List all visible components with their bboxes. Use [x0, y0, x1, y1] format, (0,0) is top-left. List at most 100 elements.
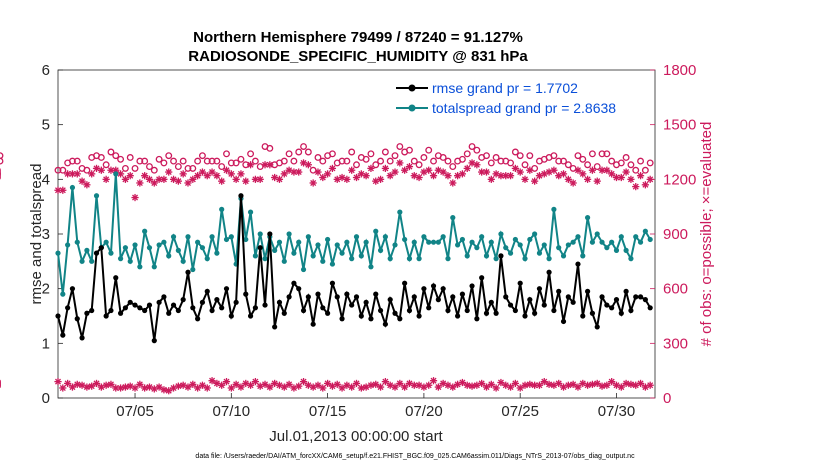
- totalspread-point: [618, 234, 624, 240]
- obs-possible-marker: [198, 152, 206, 160]
- obs-evaluated-stroke: [136, 381, 143, 388]
- rmse-point: [315, 291, 321, 297]
- obs-evaluated-marker: [531, 177, 539, 185]
- totalspread-point: [363, 239, 369, 245]
- rmse-point: [243, 291, 249, 297]
- obs-evaluated-stroke: [469, 383, 476, 390]
- obs-possible-marker: [526, 152, 534, 160]
- obs-evaluated-marker: [54, 378, 62, 386]
- rmse-point: [113, 275, 119, 281]
- rmse-point: [252, 305, 258, 311]
- totalspread-point: [373, 228, 379, 234]
- obs-evaluated-marker: [102, 175, 110, 183]
- obs-evaluated-stroke: [589, 381, 596, 388]
- obs-evaluated-marker: [478, 168, 486, 176]
- rmse-point: [262, 302, 268, 308]
- totalspread-point: [368, 264, 374, 270]
- obs-evaluated-stroke: [483, 169, 490, 176]
- obs-possible-marker: [237, 155, 245, 163]
- obs-evaluated-marker: [526, 166, 534, 174]
- obs-possible-marker: [574, 152, 582, 160]
- obs-evaluated-stroke: [382, 165, 389, 172]
- obs-possible-marker: [218, 163, 226, 171]
- obs-evaluated-stroke: [276, 382, 283, 389]
- totalspread-point: [344, 239, 350, 245]
- obs-possible-marker: [622, 154, 630, 161]
- obs-evaluated-marker: [439, 168, 447, 176]
- obs-evaluated-marker: [338, 384, 346, 392]
- obs-possible-marker: [251, 157, 259, 165]
- totalspread-point: [556, 245, 562, 251]
- obs-evaluated-marker: [121, 383, 130, 391]
- rmse-point: [633, 294, 639, 300]
- obs-evaluated-stroke: [54, 187, 62, 194]
- obs-evaluated-stroke: [64, 380, 71, 387]
- obs-evaluated-marker: [261, 380, 269, 388]
- rmse-point: [214, 297, 220, 303]
- rmse-point: [532, 310, 538, 316]
- totalspread-point: [286, 231, 292, 237]
- obs-evaluated-marker: [569, 380, 577, 388]
- obs-evaluated-stroke: [209, 169, 216, 176]
- x-tick-label: 07/30: [598, 403, 636, 420]
- obs-evaluated-marker: [367, 381, 375, 389]
- obs-evaluated-marker: [136, 380, 144, 388]
- obs-evaluated-marker: [468, 382, 476, 390]
- obs-possible-marker: [641, 166, 649, 174]
- rmse-point: [493, 310, 499, 316]
- obs-evaluated-marker: [116, 170, 125, 178]
- rmse-point: [479, 275, 485, 281]
- obs-evaluated-marker: [309, 179, 317, 187]
- totalspread-point: [276, 239, 283, 245]
- obs-evaluated-marker: [237, 383, 245, 391]
- obs-possible-marker: [564, 161, 572, 169]
- rmse-point: [541, 302, 547, 308]
- obs-evaluated-stroke: [613, 382, 620, 389]
- obs-evaluated-stroke: [88, 170, 95, 177]
- obs-evaluated-stroke: [531, 178, 538, 185]
- rmse-point: [637, 294, 644, 300]
- obs-evaluated-stroke: [406, 380, 413, 387]
- obs-evaluated-stroke: [574, 167, 581, 174]
- rmse-point: [455, 313, 461, 319]
- obs-evaluated-stroke: [637, 172, 644, 179]
- rmse-point: [488, 299, 494, 305]
- footnote: data file: /Users/raeder/DAI/ATM_forcXX/…: [195, 453, 635, 460]
- obs-evaluated-marker: [627, 175, 635, 183]
- obs-possible-marker: [0, 152, 4, 160]
- obs-evaluated-marker: [617, 173, 625, 182]
- obs-possible-marker: [348, 148, 356, 156]
- obs-evaluated-stroke: [122, 384, 129, 391]
- obs-evaluated-marker: [242, 177, 250, 185]
- obs-evaluated-marker: [295, 382, 303, 390]
- obs-evaluated-marker: [449, 179, 457, 187]
- rmse-point: [445, 307, 451, 314]
- obs-possible-marker: [83, 166, 91, 174]
- obs-evaluated-marker: [73, 170, 81, 178]
- rmse-point: [377, 307, 384, 314]
- obs-evaluated-stroke: [425, 382, 432, 389]
- obs-evaluated-stroke: [54, 378, 62, 385]
- obs-evaluated-stroke: [464, 382, 471, 389]
- totalspread-point: [272, 247, 278, 253]
- obs-evaluated-stroke: [377, 384, 384, 391]
- obs-evaluated-stroke: [141, 172, 148, 179]
- x-tick-label: 07/15: [309, 403, 347, 420]
- obs-possible-marker: [232, 159, 240, 167]
- obs-evaluated-stroke: [627, 381, 634, 388]
- rmse-point: [560, 318, 567, 325]
- y-right-tick-label: 600: [663, 281, 688, 298]
- obs-possible-marker: [290, 157, 298, 165]
- obs-evaluated-stroke: [103, 382, 110, 389]
- obs-evaluated-stroke: [358, 170, 365, 177]
- obs-possible-marker: [280, 157, 288, 165]
- obs-evaluated-marker: [632, 183, 640, 191]
- obs-evaluated-stroke: [343, 382, 350, 389]
- obs-evaluated-marker: [319, 384, 327, 392]
- obs-evaluated-stroke: [449, 384, 456, 391]
- obs-evaluated-marker: [222, 378, 231, 386]
- obs-possible-marker: [141, 157, 149, 165]
- rmse-point: [219, 305, 225, 311]
- obs-evaluated-stroke: [83, 181, 90, 188]
- rmse-point: [575, 261, 581, 267]
